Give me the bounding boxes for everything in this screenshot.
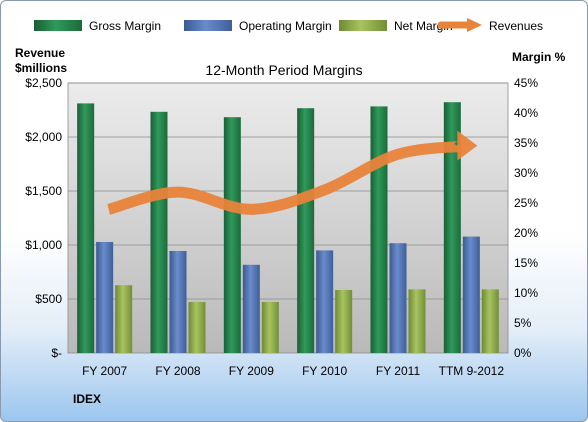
category-label: FY 2009 <box>229 364 274 378</box>
gross-margin-bar <box>443 102 461 353</box>
left-axis-ticks: $- $500 $1,000 $1,500 $2,000 $2,500 <box>25 76 62 360</box>
legend-swatch-net-margin <box>339 20 387 31</box>
left-axis-label-line1: Revenue <box>15 46 65 60</box>
left-tick-label: $500 <box>35 292 62 306</box>
legend-swatch-revenues <box>437 18 482 32</box>
gross-margin-bar <box>77 103 95 354</box>
revenues-line <box>107 130 478 215</box>
operating-margin-bar <box>316 250 334 353</box>
net-margin-bar <box>408 289 426 353</box>
legend: Gross Margin Operating Margin Net Margin… <box>34 18 543 33</box>
legend-swatch-operating-margin <box>184 20 232 31</box>
operating-margin-bar <box>96 242 114 353</box>
operating-margin-bar <box>242 264 260 353</box>
left-tick-label: $- <box>51 346 62 360</box>
operating-margin-bar <box>389 243 407 353</box>
right-axis-ticks: 0% 5% 10% 15% 20% 25% 30% 35% 40% 45% <box>514 76 538 360</box>
chart-title: 12-Month Period Margins <box>205 62 362 78</box>
right-tick-label: 45% <box>514 76 538 90</box>
left-axis-label-line2: $millions <box>15 61 67 75</box>
legend-net-margin: Net Margin <box>394 19 453 33</box>
net-margin-bar <box>335 290 353 353</box>
category-label: FY 2010 <box>302 364 347 378</box>
right-tick-label: 15% <box>514 256 538 270</box>
right-tick-label: 10% <box>514 286 538 300</box>
right-tick-label: 25% <box>514 196 538 210</box>
right-tick-label: 30% <box>514 166 538 180</box>
gross-margin-bar <box>370 106 388 354</box>
operating-margin-bar <box>169 251 187 353</box>
right-tick-label: 35% <box>514 136 538 150</box>
gross-margin-bar <box>297 108 315 353</box>
net-margin-bar <box>115 285 133 353</box>
gridlines <box>68 82 508 300</box>
net-margin-bar <box>261 302 279 353</box>
category-label: FY 2007 <box>82 364 127 378</box>
legend-revenues: Revenues <box>489 19 543 33</box>
category-label: TTM 9-2012 <box>439 364 505 378</box>
gross-margin-bar <box>223 117 241 353</box>
left-tick-label: $2,000 <box>25 130 62 144</box>
bar-series <box>77 102 499 354</box>
legend-gross-margin: Gross Margin <box>89 19 161 33</box>
left-tick-label: $1,000 <box>25 238 62 252</box>
revenues-line-path <box>107 141 465 215</box>
right-tick-label: 40% <box>514 106 538 120</box>
legend-swatch-gross-margin <box>34 20 82 31</box>
right-tick-label: 20% <box>514 226 538 240</box>
gross-margin-bar <box>150 111 168 353</box>
left-tick-label: $1,500 <box>25 184 62 198</box>
footer-label: IDEX <box>73 392 101 406</box>
right-tick-label: 0% <box>514 346 532 360</box>
category-label: FY 2008 <box>155 364 200 378</box>
legend-operating-margin: Operating Margin <box>239 19 332 33</box>
x-axis-categories: FY 2007 FY 2008 FY 2009 FY 2010 FY 2011 TTM 9… <box>82 364 504 378</box>
net-margin-bar <box>188 302 206 353</box>
right-tick-label: 5% <box>514 316 532 330</box>
net-margin-bar <box>481 289 499 353</box>
revenues-arrowhead <box>457 130 478 161</box>
category-label: FY 2011 <box>376 364 421 378</box>
operating-margin-bar <box>462 236 480 353</box>
plot-area <box>67 82 509 354</box>
right-axis-label: Margin % <box>512 50 566 64</box>
left-tick-label: $2,500 <box>25 76 62 90</box>
